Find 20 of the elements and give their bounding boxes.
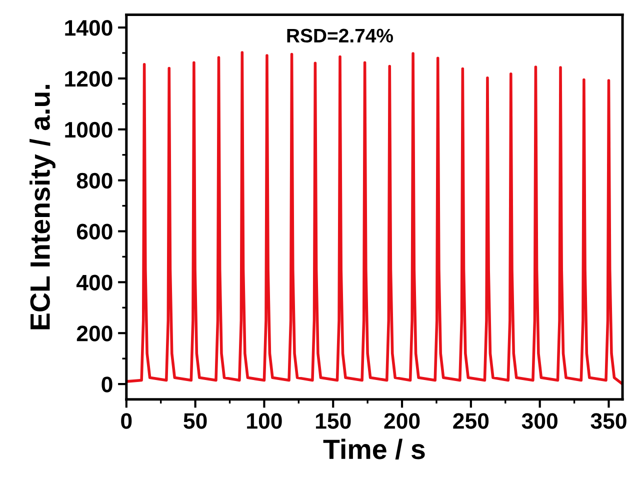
x-tick-label: 100	[247, 413, 282, 429]
y-tick-label: 1000	[65, 122, 112, 138]
x-axis-title: Time / s	[323, 438, 425, 460]
x-tick-label: 350	[590, 413, 626, 429]
y-axis-title: ECL Intensity / a.u.	[30, 84, 56, 330]
x-tick-label: 250	[453, 413, 489, 429]
x-tick-label: 150	[316, 413, 351, 429]
x-tick-label: 300	[522, 413, 558, 429]
x-tick-label: 50	[184, 413, 207, 429]
x-tick-label: 200	[384, 413, 420, 429]
y-tick-label: 600	[76, 224, 112, 240]
line-series	[126, 51, 623, 386]
y-tick-label: 800	[76, 172, 112, 189]
y-tick-label: 400	[76, 274, 112, 290]
x-tick-label: 0	[121, 413, 132, 429]
y-tick-label: 1200	[65, 70, 112, 87]
y-tick-label: 200	[76, 326, 112, 342]
annotation: RSD=2.74%	[287, 28, 393, 43]
y-tick-label: 0	[102, 376, 112, 392]
y-tick-label: 1400	[65, 20, 112, 36]
